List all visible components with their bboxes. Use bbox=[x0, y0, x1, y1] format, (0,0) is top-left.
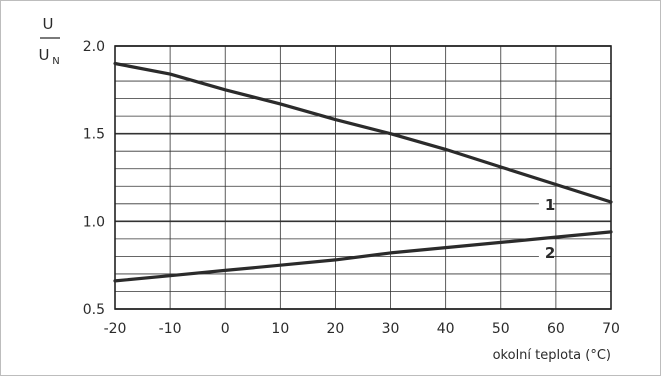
x-tick-label: 70 bbox=[602, 321, 620, 337]
series-label-1: 1 bbox=[545, 196, 555, 214]
series-line-1 bbox=[113, 61, 613, 204]
x-tick-label: 20 bbox=[327, 321, 345, 337]
y-tick-label: 1.0 bbox=[83, 214, 105, 230]
series-label-bg bbox=[538, 196, 553, 215]
x-tick-label: 40 bbox=[437, 321, 455, 337]
x-tick-label: 10 bbox=[271, 321, 289, 337]
y-tick-label: 0.5 bbox=[83, 302, 105, 318]
y-tick-label: 1.5 bbox=[83, 127, 105, 143]
series-lines: 12 bbox=[113, 61, 613, 283]
tick-labels: -20 -10 0 10 20 30 40 50 60 70 0.5 1.0 1.5 2.0 bbox=[83, 39, 620, 337]
x-tick-label: 60 bbox=[547, 321, 565, 337]
x-tick-label: 0 bbox=[221, 321, 230, 337]
y-axis-label-numerator: U bbox=[43, 15, 54, 33]
y-axis-label: U U N bbox=[39, 15, 60, 67]
y-axis-label-subscript: N bbox=[52, 56, 59, 67]
plot-border bbox=[114, 45, 612, 310]
series-label-bg bbox=[538, 244, 553, 263]
y-tick-label: 2.0 bbox=[83, 39, 105, 55]
x-tick-label: 50 bbox=[492, 321, 510, 337]
x-tick-label: -10 bbox=[159, 321, 182, 337]
x-tick-label: -20 bbox=[104, 321, 127, 337]
series-label-2: 2 bbox=[545, 244, 555, 262]
y-axis-label-denominator: U bbox=[39, 46, 50, 64]
grid bbox=[114, 45, 612, 310]
x-axis-label: okolní teplota (°C) bbox=[493, 348, 611, 363]
x-tick-label: 30 bbox=[382, 321, 400, 337]
series-line-2 bbox=[113, 230, 613, 283]
